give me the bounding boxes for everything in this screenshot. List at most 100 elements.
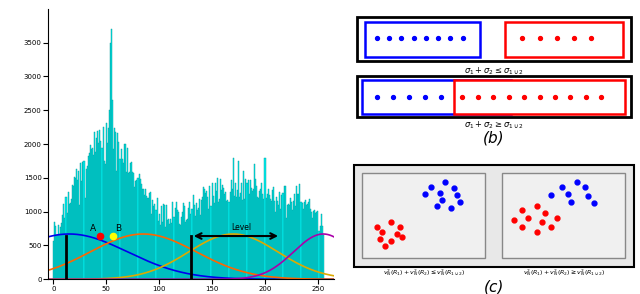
Bar (254, 164, 255, 279)
Bar (115, 132, 116, 279)
Bar (272, 190, 273, 279)
Bar (207, 197, 209, 279)
Bar (106, 123, 107, 279)
Bar (132, 172, 133, 279)
Bar (92, 148, 93, 279)
Bar (266, 198, 267, 279)
Bar (232, 189, 233, 279)
Bar (177, 210, 178, 279)
Bar (93, 155, 94, 279)
Bar (61, 223, 62, 279)
Bar (172, 202, 173, 279)
Bar (261, 183, 262, 279)
Bar (301, 203, 303, 279)
Bar (310, 209, 311, 279)
Bar (214, 203, 215, 279)
Bar (219, 199, 220, 279)
Bar (308, 202, 309, 279)
Bar (175, 202, 177, 279)
Text: (b): (b) (483, 131, 505, 146)
Bar (225, 192, 227, 279)
Bar (72, 185, 73, 279)
Bar (104, 164, 106, 279)
Bar (60, 227, 61, 279)
Bar (287, 205, 288, 279)
Bar (278, 205, 279, 279)
Bar (258, 198, 259, 279)
Bar (178, 212, 179, 279)
Bar (239, 197, 240, 279)
Bar (290, 198, 291, 279)
Bar (216, 191, 217, 279)
Bar (243, 171, 244, 279)
Bar (111, 29, 112, 279)
Bar (454, 80, 625, 114)
Bar (321, 214, 322, 279)
Bar (168, 219, 169, 279)
Bar (65, 197, 67, 279)
Bar (244, 199, 245, 279)
Bar (227, 201, 228, 279)
Bar (295, 206, 296, 279)
Bar (97, 131, 99, 279)
Bar (300, 202, 301, 279)
Bar (86, 166, 88, 279)
Bar (314, 210, 316, 279)
Bar (84, 198, 86, 279)
Bar (264, 158, 266, 279)
Bar (218, 202, 219, 279)
Bar (78, 171, 79, 279)
Bar (62, 215, 63, 279)
Bar (319, 226, 321, 279)
Text: $v_N^2(R_1)+v_N^2(R_2)\geq v_N^2(R_{1\cup2})$: $v_N^2(R_1)+v_N^2(R_2)\geq v_N^2(R_{1\cu… (523, 267, 605, 278)
Bar (362, 173, 485, 258)
Text: $v_N^2(R_1)+v_N^2(R_2)\leq v_N^2(R_{1\cup2})$: $v_N^2(R_1)+v_N^2(R_2)\leq v_N^2(R_{1\cu… (383, 267, 465, 278)
Bar (230, 180, 232, 279)
Bar (201, 200, 202, 279)
Bar (256, 186, 257, 279)
Text: $\sigma_1 + \sigma_2 \geq \sigma_{1\cup2}$: $\sigma_1 + \sigma_2 \geq \sigma_{1\cup2… (464, 119, 524, 131)
Bar (114, 128, 115, 279)
Bar (298, 194, 300, 279)
Bar (89, 153, 90, 279)
Bar (102, 127, 104, 279)
Bar (211, 206, 212, 279)
Bar (222, 185, 223, 279)
Bar (58, 225, 59, 279)
Bar (57, 235, 58, 279)
Bar (154, 204, 156, 279)
Bar (221, 190, 222, 279)
Bar (279, 191, 280, 279)
Bar (270, 199, 271, 279)
Bar (163, 204, 164, 279)
Bar (169, 224, 170, 279)
Text: Level: Level (231, 223, 252, 232)
Bar (112, 100, 113, 279)
Bar (110, 43, 111, 279)
Bar (184, 206, 185, 279)
Bar (305, 200, 306, 279)
Bar (284, 186, 285, 279)
Bar (307, 204, 308, 279)
Bar (67, 213, 68, 279)
Bar (151, 214, 152, 279)
Bar (150, 192, 151, 279)
Bar (268, 189, 269, 279)
Bar (94, 132, 95, 279)
Bar (109, 110, 110, 279)
Bar (59, 234, 60, 279)
Bar (141, 189, 143, 279)
Bar (138, 174, 140, 279)
Bar (145, 189, 146, 279)
Bar (191, 209, 193, 279)
Text: A: A (90, 224, 97, 233)
Bar (99, 130, 100, 279)
Bar (288, 203, 289, 279)
Bar (108, 128, 109, 279)
Bar (95, 152, 96, 279)
Bar (354, 166, 634, 268)
Bar (127, 148, 128, 279)
Bar (79, 205, 80, 279)
Bar (134, 187, 135, 279)
Bar (130, 163, 131, 279)
